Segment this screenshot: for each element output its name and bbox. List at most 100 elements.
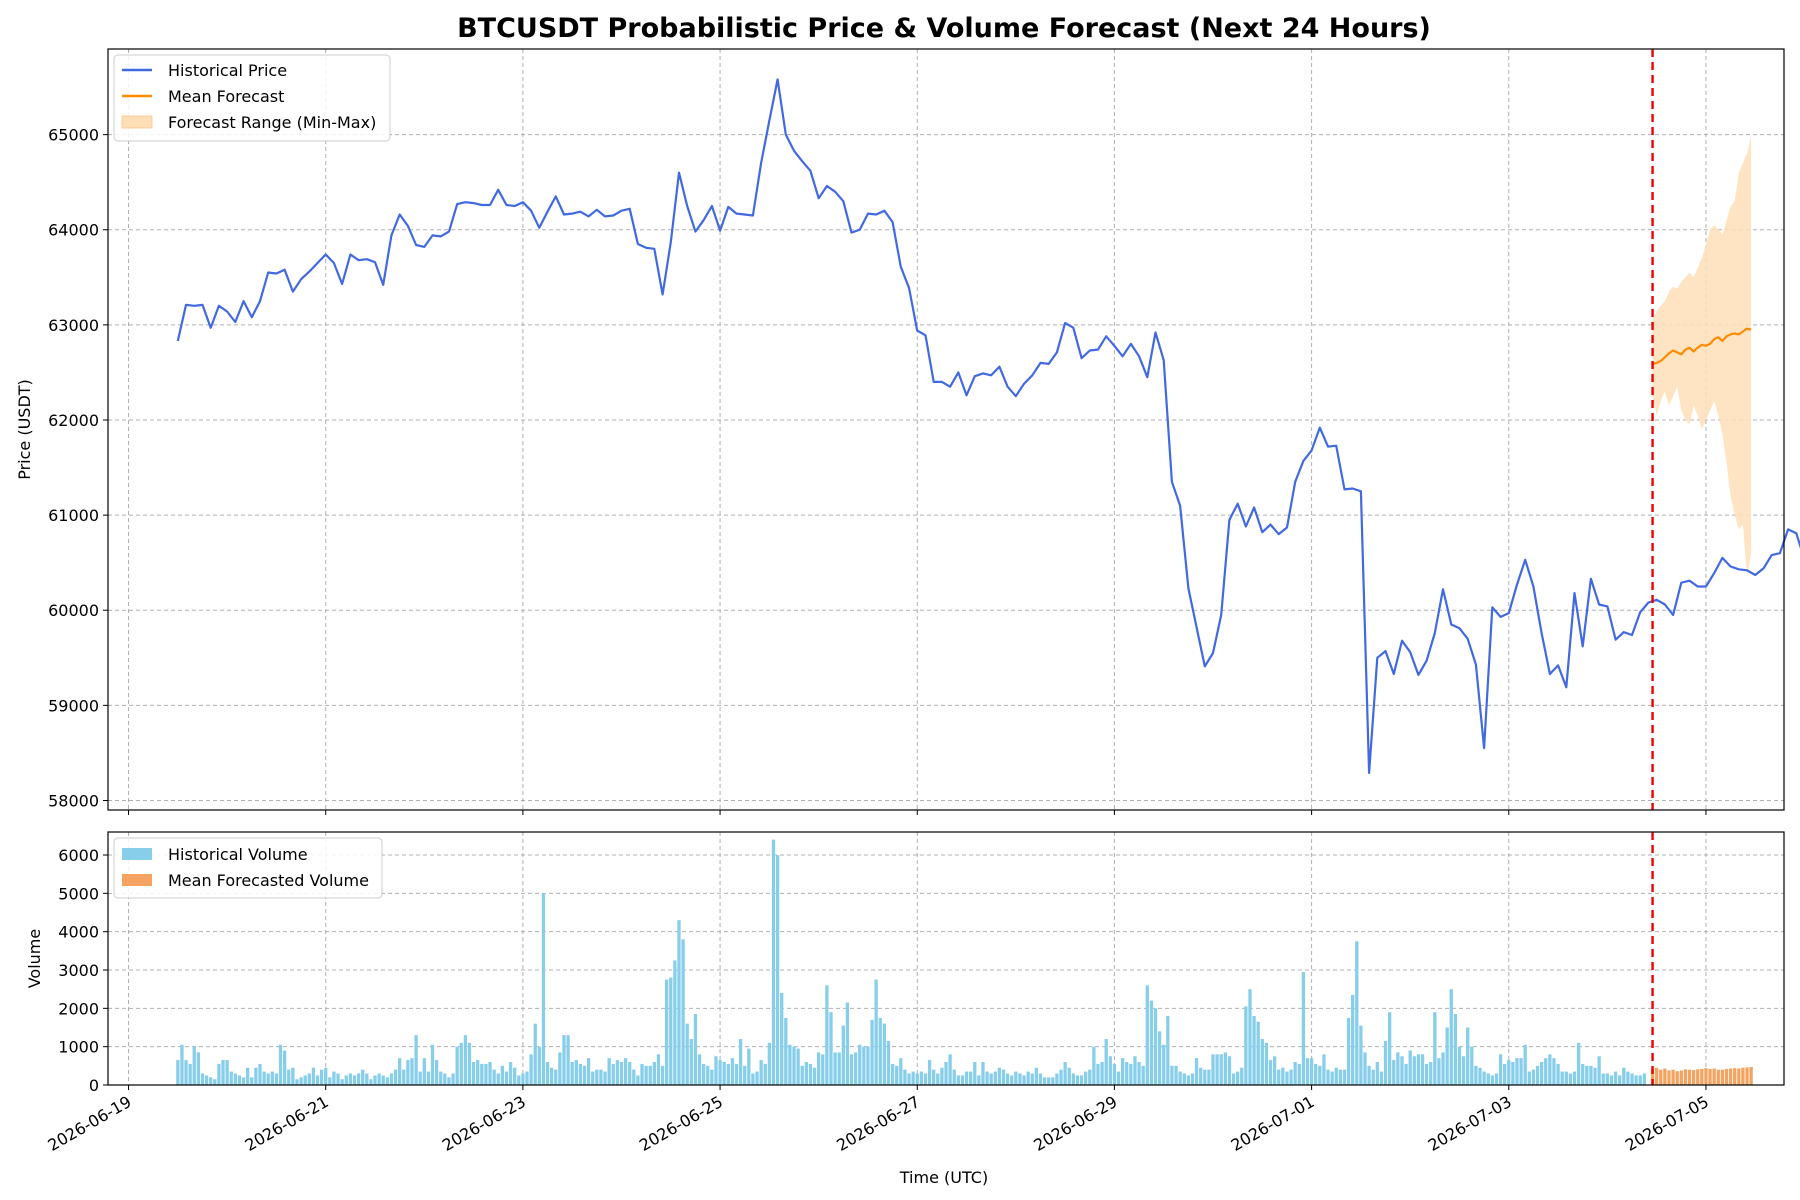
historical-volume-bar (722, 1062, 726, 1085)
historical-volume-bar (1322, 1054, 1326, 1085)
price-ytick-label: 65000 (48, 126, 99, 145)
x-tick-label: 2026-06-25 (636, 1092, 726, 1155)
historical-volume-bar (874, 979, 878, 1085)
historical-volume-bar (258, 1063, 262, 1085)
historical-volume-bar (743, 1065, 747, 1085)
forecast-volume-bars (1650, 1066, 1753, 1085)
historical-volume-bar (1108, 1056, 1112, 1085)
historical-volume-bar (701, 1063, 706, 1085)
price-ytick-label: 59000 (48, 696, 99, 715)
volume-y-axis-label: Volume (25, 929, 44, 989)
historical-volume-bar (1314, 1063, 1318, 1085)
historical-volume-bar (1256, 1021, 1260, 1085)
historical-volume-bar (1207, 1069, 1211, 1085)
historical-volume-bar (299, 1077, 303, 1085)
historical-volume-bar (689, 1039, 693, 1085)
historical-volume-bar (439, 1071, 443, 1085)
historical-volume-bar (886, 1040, 891, 1085)
historical-volume-bar (1498, 1054, 1503, 1085)
historical-volume-bar (291, 1067, 295, 1085)
historical-volume-bar (278, 1044, 283, 1085)
historical-volume-bar (324, 1067, 328, 1085)
historical-volume-bar (788, 1044, 792, 1085)
historical-volume-bar (1104, 1039, 1108, 1085)
historical-volume-bar (615, 1060, 620, 1085)
historical-volume-bar (554, 1069, 558, 1085)
historical-volume-bar (369, 1079, 373, 1085)
historical-volume-bar (1511, 1062, 1515, 1085)
historical-volume-bar (685, 1023, 689, 1085)
historical-volume-bar (903, 1069, 907, 1085)
forecast-volume-bar (1655, 1067, 1659, 1085)
historical-volume-bar (1535, 1065, 1540, 1085)
historical-volume-bar (1153, 1008, 1158, 1085)
historical-volume-bar (180, 1044, 184, 1085)
historical-price-line (176, 78, 1800, 775)
historical-volume-bar (566, 1035, 570, 1085)
historical-volume-bar (1137, 1062, 1141, 1085)
historical-volume-bar (849, 1054, 854, 1085)
historical-volume-bar (665, 979, 669, 1085)
historical-volume-bar (1001, 1069, 1006, 1085)
historical-volume-bar (1219, 1054, 1223, 1085)
historical-volume-bar (812, 1067, 817, 1085)
historical-volume-bar (714, 1056, 718, 1085)
historical-volume-bar (1264, 1042, 1269, 1085)
historical-volume-bar (710, 1069, 714, 1085)
historical-volume-bar (1572, 1071, 1577, 1085)
forecast-volume-bar (1733, 1068, 1737, 1085)
historical-volume-bar (315, 1075, 320, 1085)
historical-volume-bar (1194, 1058, 1199, 1085)
price-ytick-label: 64000 (48, 221, 99, 240)
volume-ytick-label: 1000 (58, 1038, 99, 1057)
historical-volume-bar (451, 1073, 455, 1085)
historical-volume-bar (1457, 1046, 1462, 1085)
historical-volume-bar (1589, 1065, 1593, 1085)
historical-volume-bar (1038, 1073, 1043, 1085)
historical-volume-bar (669, 977, 673, 1085)
historical-volume-bar (513, 1067, 517, 1085)
historical-volume-bar (1215, 1054, 1219, 1085)
historical-volume-bar (1067, 1067, 1071, 1085)
volume-panel: 0 1000 2000 3000 4000 5000 6000 2026-06-19 2026-… (25, 831, 1785, 1155)
historical-volume-bar (418, 1071, 422, 1085)
x-tick-label: 2026-07-01 (1228, 1092, 1318, 1155)
historical-volume-bar (537, 1046, 541, 1085)
historical-volume-bar (862, 1046, 866, 1085)
forecast-volume-bar (1671, 1069, 1675, 1085)
historical-volume-bar (192, 1046, 196, 1085)
x-tick-label: 2026-06-23 (439, 1092, 529, 1155)
historical-volume-bar (266, 1073, 270, 1085)
historical-volume-bar (1379, 1071, 1384, 1085)
historical-volume-bar (1400, 1056, 1404, 1085)
historical-volume-bar (652, 1062, 656, 1085)
historical-volume-bar (1120, 1058, 1125, 1085)
historical-volume-bar (1285, 1071, 1289, 1085)
price-ytick-label: 58000 (48, 791, 99, 810)
historical-volume-bar (1474, 1065, 1478, 1085)
historical-volume-bar (792, 1046, 796, 1085)
historical-volume-bar (496, 1073, 500, 1085)
historical-volume-bar (956, 1075, 960, 1085)
historical-volume-bar (484, 1063, 488, 1085)
historical-volume-bar (1174, 1065, 1178, 1085)
historical-volume-bar (492, 1069, 496, 1085)
volume-axes-frame (107, 831, 1785, 1086)
historical-volume-bar (656, 1054, 661, 1085)
historical-volume-bar (217, 1063, 221, 1085)
historical-volume-bar (1281, 1067, 1285, 1085)
historical-volume-bar (1141, 1065, 1145, 1085)
historical-volume-bar (1490, 1075, 1494, 1085)
historical-volume-bar (434, 1060, 439, 1085)
price-legend-label-1: Mean Forecast (168, 87, 284, 106)
legend-swatch-historical-volume (122, 848, 152, 860)
historical-volume-bar (1301, 971, 1306, 1085)
historical-volume-bar (1437, 1058, 1441, 1085)
historical-volume-bar (340, 1079, 344, 1085)
forecast-volume-bar (1659, 1069, 1663, 1085)
historical-volume-bar (1051, 1077, 1055, 1085)
historical-volume-bar (644, 1065, 648, 1085)
historical-volume-bars (176, 839, 1646, 1085)
historical-volume-bar (1539, 1062, 1544, 1085)
